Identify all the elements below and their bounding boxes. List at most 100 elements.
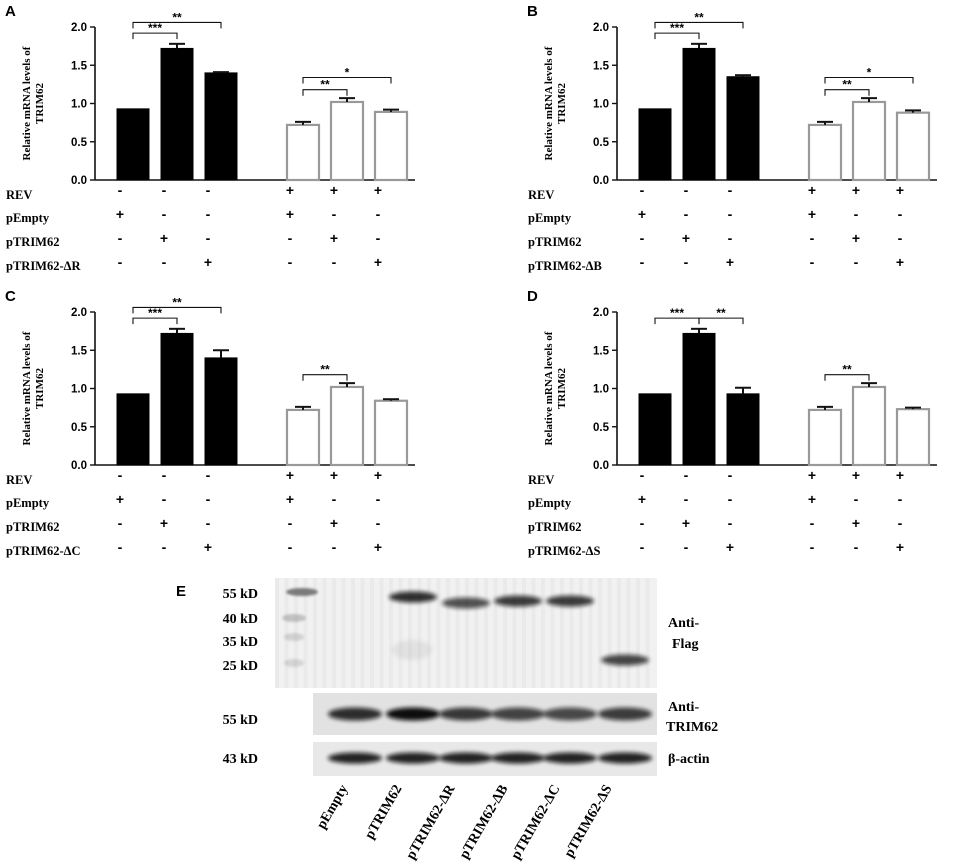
bar [807,408,843,467]
y-axis-title-line1: Relative mRNA levels of [543,46,555,160]
condition-sign: + [286,182,294,198]
blot-band-trim62 [328,707,382,721]
condition-sign: - [162,491,167,507]
bar [285,123,321,182]
condition-sign: + [286,206,294,222]
y-tick-label: 0.0 [593,460,609,472]
condition-row-label: pEmpty [528,211,572,225]
significance-stars: ** [694,10,704,24]
marker-band [284,659,304,667]
significance-bracket [302,374,348,381]
membrane-texture [408,578,412,688]
condition-sign: + [638,491,646,507]
condition-sign: + [852,182,860,198]
condition-sign: + [330,515,338,531]
blot-band-actin [543,752,597,764]
condition-sign: + [896,467,904,483]
condition-sign: - [640,539,645,555]
membrane-texture [370,578,374,688]
bar [726,76,760,181]
condition-sign: + [852,230,860,246]
condition-row-label: pTRIM62-ΔR [6,259,81,273]
condition-sign: - [162,182,167,198]
condition-sign: - [810,230,815,246]
condition-sign: + [374,467,382,483]
condition-sign: - [684,467,689,483]
condition-sign: - [376,515,381,531]
membrane-texture [360,578,365,688]
condition-row-label: pEmpty [6,496,50,510]
y-tick-label: 0.5 [593,137,610,149]
condition-sign: - [162,539,167,555]
membrane-texture [284,578,289,688]
mw-marker-label: 40 kD [223,612,258,627]
significance-stars: ** [320,363,330,377]
condition-sign: - [854,539,859,555]
condition-sign: - [118,182,123,198]
significance-stars: ** [172,10,182,24]
membrane-texture [579,578,583,688]
condition-sign: - [288,254,293,270]
y-tick-label: 2.0 [593,22,609,34]
condition-sign: - [854,491,859,507]
condition-sign: - [376,230,381,246]
significance-bracket [654,32,700,40]
condition-sign: - [206,206,211,222]
condition-sign: + [116,491,124,507]
condition-row-label: pTRIM62 [6,235,59,249]
membrane-texture [455,578,460,688]
marker-band [286,588,318,596]
condition-sign: + [374,254,382,270]
membrane-texture [313,578,317,688]
significance-stars: ** [172,295,182,309]
y-tick-label: 1.5 [593,345,610,357]
condition-sign: + [286,491,294,507]
condition-sign: - [684,206,689,222]
bar [807,123,843,182]
blot-band-trim62 [543,707,597,721]
bar [373,110,409,182]
membrane-texture [322,578,327,688]
condition-sign: - [728,206,733,222]
bar-chart-panel-d: D Relative mRNA levels of TRIM62 0.0 0.5 1.0 1… [527,288,937,558]
condition-sign: - [810,254,815,270]
condition-sign: - [288,539,293,555]
y-axis-title-line2: TRIM62 [556,368,568,409]
condition-sign: - [640,467,645,483]
antibody-label-trim62-line1: Anti- [668,700,699,715]
condition-sign: + [204,254,212,270]
antibody-label-flag-line2: Flag [672,637,698,652]
significance-bracket [698,317,744,325]
condition-row-label: REV [528,473,554,487]
condition-sign: - [898,491,903,507]
condition-row-label: pTRIM62 [528,235,581,249]
condition-sign: - [206,230,211,246]
significance-stars: *** [148,306,162,320]
condition-row-label: pEmpty [6,211,50,225]
marker-band [282,614,306,622]
membrane-texture [645,578,650,688]
blot-band-trim62 [386,707,440,721]
membrane-texture [598,578,602,688]
y-tick-label: 2.0 [593,307,609,319]
condition-sign: - [640,254,645,270]
condition-sign: + [726,539,734,555]
y-tick-label: 1.5 [593,60,610,72]
condition-sign: - [640,230,645,246]
bar [373,399,409,467]
y-axis-title: Relative mRNA levels of TRIM62 [21,46,46,160]
membrane-texture [607,578,612,688]
condition-row-label: pTRIM62-ΔB [528,259,602,273]
bar [895,408,931,467]
condition-sign: - [162,254,167,270]
significance-bracket [132,32,178,40]
significance-bracket [824,89,870,96]
y-tick-label: 2.0 [71,307,87,319]
significance-stars: *** [148,21,162,35]
condition-sign: + [808,467,816,483]
condition-sign: - [118,230,123,246]
significance-stars: * [345,65,350,79]
panel-letter: C [5,288,16,305]
condition-sign: - [684,182,689,198]
condition-row-label: REV [528,188,554,202]
